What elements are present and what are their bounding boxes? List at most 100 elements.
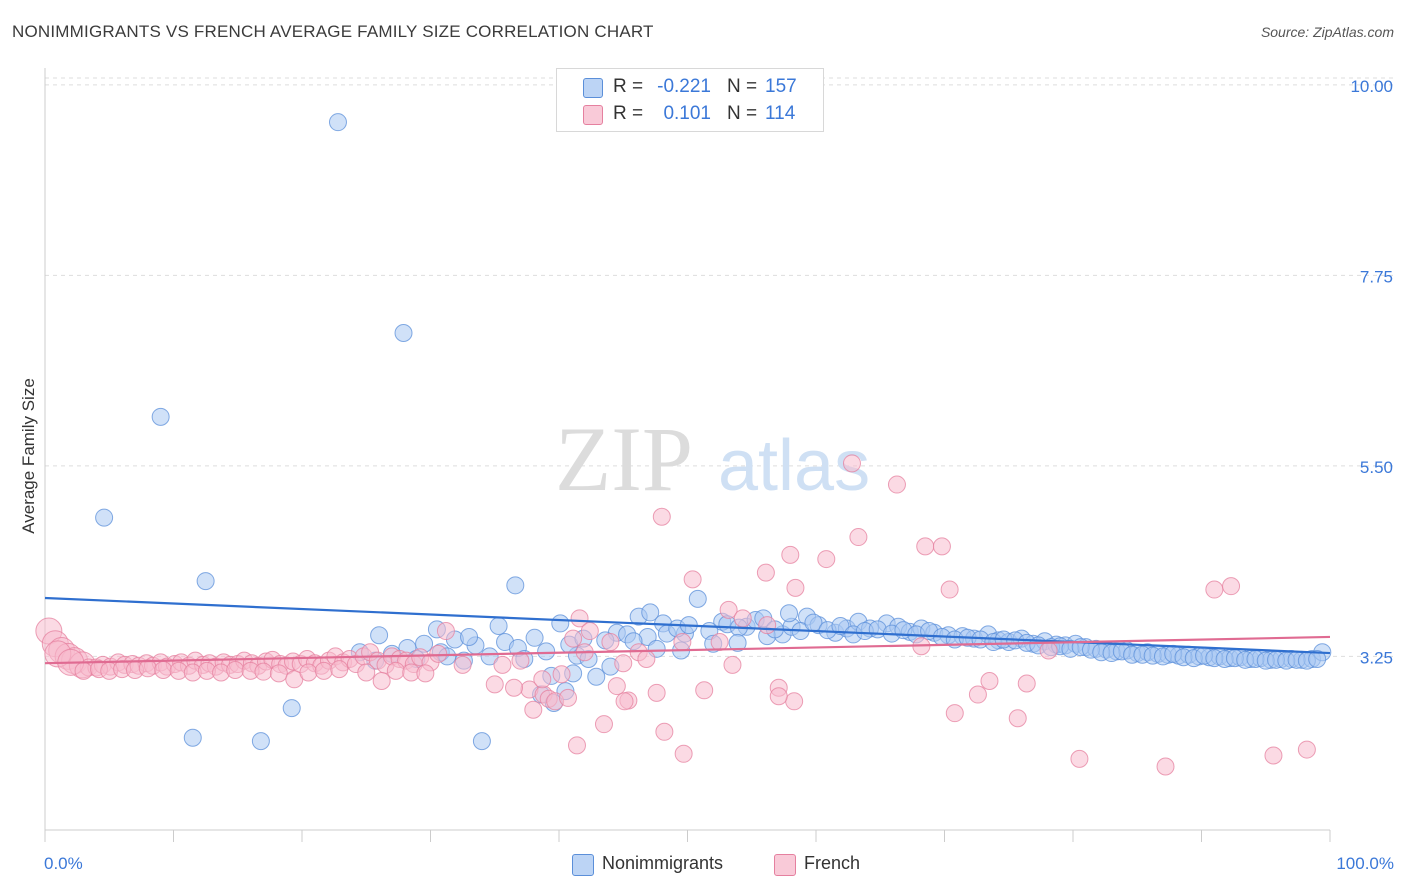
nonimmigrants-point[interactable] (537, 642, 556, 661)
french-point[interactable] (932, 537, 951, 556)
french-point[interactable] (637, 649, 656, 668)
french-point[interactable] (916, 537, 935, 556)
nonimmigrants-point[interactable] (688, 589, 707, 608)
nonimmigrants-point[interactable] (394, 324, 413, 343)
french-point[interactable] (254, 662, 273, 681)
french-point[interactable] (416, 664, 435, 683)
french-point[interactable] (429, 644, 448, 663)
french-point[interactable] (1070, 749, 1089, 768)
french-point[interactable] (453, 655, 472, 674)
trend-line-french (44, 635, 1331, 665)
nonimmigrants-point[interactable] (641, 603, 660, 622)
french-point[interactable] (357, 663, 376, 682)
french-point[interactable] (655, 722, 674, 741)
nonimmigrants-point[interactable] (472, 732, 491, 751)
nonimmigrants-point[interactable] (587, 667, 606, 686)
french-point[interactable] (674, 744, 693, 763)
french-point[interactable] (769, 687, 788, 706)
nonimmigrants-point[interactable] (282, 699, 301, 718)
french-point[interactable] (695, 681, 714, 700)
french-point[interactable] (1297, 740, 1316, 759)
nonimmigrants-point[interactable] (196, 572, 215, 591)
french-point[interactable] (849, 528, 868, 547)
french-point[interactable] (652, 507, 671, 526)
french-point[interactable] (74, 661, 93, 680)
french-point[interactable] (533, 670, 552, 689)
french-point[interactable] (1205, 580, 1224, 599)
french-point[interactable] (1008, 709, 1027, 728)
nonimmigrants-point[interactable] (728, 633, 747, 652)
legend-row-french: R = 0.101 N = 114 (557, 102, 823, 126)
french-point[interactable] (493, 655, 512, 674)
french-point[interactable] (940, 580, 959, 599)
y-tick-label: 5.50 (1360, 458, 1393, 477)
french-point[interactable] (269, 664, 288, 683)
french-point[interactable] (1156, 757, 1175, 776)
french-point[interactable] (733, 609, 752, 628)
french-point[interactable] (710, 633, 729, 652)
y-tick-labels: 3.25 5.50 7.75 10.00 (1350, 77, 1393, 668)
french-point[interactable] (1017, 674, 1036, 693)
french-point[interactable] (683, 570, 702, 589)
nonimmigrants-point[interactable] (525, 628, 544, 647)
french-point[interactable] (138, 659, 157, 678)
french-point[interactable] (372, 671, 391, 690)
french-point[interactable] (314, 661, 333, 680)
nonimmigrants-point[interactable] (183, 728, 202, 747)
nonimmigrants-point[interactable] (95, 508, 114, 527)
y-axis-label: Average Family Size (19, 378, 38, 534)
french-point[interactable] (552, 665, 571, 684)
french-point[interactable] (154, 660, 173, 679)
french-point[interactable] (758, 616, 777, 635)
french-point[interactable] (647, 683, 666, 702)
nonimmigrants-point[interactable] (489, 616, 508, 635)
french-point[interactable] (436, 622, 455, 641)
french-point[interactable] (673, 633, 692, 652)
french-point[interactable] (601, 633, 620, 652)
french-point[interactable] (567, 736, 586, 755)
french-point[interactable] (485, 675, 504, 694)
french-point[interactable] (505, 678, 524, 697)
nonimmigrants-point[interactable] (151, 407, 170, 426)
french-point[interactable] (511, 651, 530, 670)
french-point[interactable] (786, 578, 805, 597)
french-point[interactable] (607, 677, 626, 696)
french-point[interactable] (1222, 577, 1241, 596)
french-point[interactable] (330, 660, 349, 679)
nonimmigrants-point[interactable] (251, 732, 270, 751)
french-point[interactable] (723, 655, 742, 674)
french-point[interactable] (781, 545, 800, 564)
french-point[interactable] (945, 704, 964, 723)
nonimmigrants-point[interactable] (480, 647, 499, 666)
french-point[interactable] (887, 475, 906, 494)
nonimmigrants-point[interactable] (1308, 649, 1327, 668)
nonimmigrants-point[interactable] (506, 576, 525, 595)
french-point[interactable] (226, 660, 245, 679)
french-point[interactable] (719, 600, 738, 619)
nonimmigrants-point[interactable] (460, 627, 479, 646)
french-point[interactable] (558, 688, 577, 707)
french-point[interactable] (615, 692, 634, 711)
french-point[interactable] (386, 661, 405, 680)
french-point[interactable] (524, 700, 543, 719)
nonimmigrants-point[interactable] (780, 604, 799, 623)
nonimmigrants-point[interactable] (831, 616, 850, 635)
french-point[interactable] (980, 671, 999, 690)
french-point[interactable] (817, 550, 836, 569)
french-point[interactable] (1039, 641, 1058, 660)
french-point[interactable] (614, 654, 633, 673)
nonimmigrants-point[interactable] (328, 113, 347, 132)
french-point[interactable] (564, 629, 583, 648)
french-point[interactable] (580, 622, 599, 641)
french-point[interactable] (1264, 746, 1283, 765)
french-point[interactable] (299, 663, 318, 682)
french-point[interactable] (594, 715, 613, 734)
french-point[interactable] (756, 563, 775, 582)
legend-n-value: 114 (765, 103, 796, 124)
french-point[interactable] (785, 692, 804, 711)
nonimmigrants-point[interactable] (551, 614, 570, 633)
french-point[interactable] (968, 685, 987, 704)
french-point[interactable] (842, 454, 861, 473)
french-point[interactable] (570, 609, 589, 628)
nonimmigrants-point[interactable] (370, 626, 389, 645)
